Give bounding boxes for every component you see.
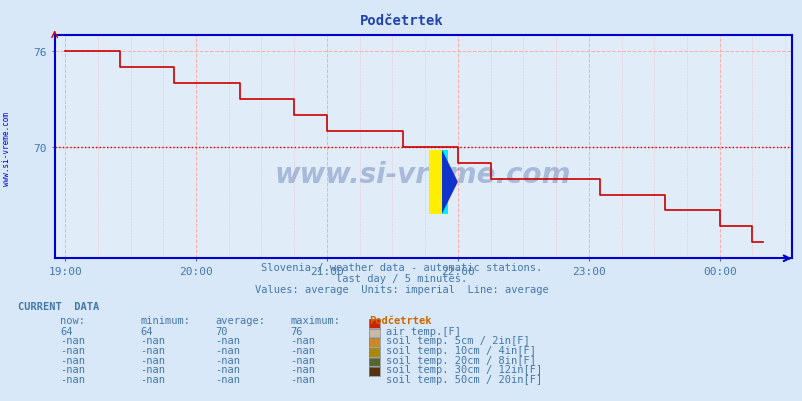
Text: -nan: -nan (290, 336, 315, 346)
Text: maximum:: maximum: (290, 315, 340, 325)
Text: -nan: -nan (215, 355, 240, 365)
Text: -nan: -nan (140, 374, 165, 384)
Text: www.si-vreme.com: www.si-vreme.com (2, 111, 11, 185)
Text: minimum:: minimum: (140, 315, 190, 325)
Text: -nan: -nan (290, 374, 315, 384)
Text: now:: now: (60, 315, 85, 325)
Text: -nan: -nan (290, 345, 315, 355)
Text: -nan: -nan (60, 336, 85, 346)
Text: -nan: -nan (290, 355, 315, 365)
Text: last day / 5 minutes.: last day / 5 minutes. (335, 273, 467, 284)
Text: -nan: -nan (140, 345, 165, 355)
Text: www.si-vreme.com: www.si-vreme.com (274, 160, 571, 188)
Text: Slovenia / weather data - automatic stations.: Slovenia / weather data - automatic stat… (261, 263, 541, 273)
Text: soil temp. 20cm / 8in[F]: soil temp. 20cm / 8in[F] (386, 355, 536, 365)
Text: -nan: -nan (60, 345, 85, 355)
Text: -nan: -nan (290, 365, 315, 375)
Text: soil temp. 30cm / 12in[F]: soil temp. 30cm / 12in[F] (386, 365, 542, 375)
Text: -nan: -nan (140, 355, 165, 365)
Text: -nan: -nan (60, 365, 85, 375)
Polygon shape (441, 150, 457, 214)
Text: soil temp. 10cm / 4in[F]: soil temp. 10cm / 4in[F] (386, 345, 536, 355)
Text: soil temp. 50cm / 20in[F]: soil temp. 50cm / 20in[F] (386, 374, 542, 384)
Text: 64: 64 (60, 326, 73, 336)
Text: Podčetrtek: Podčetrtek (369, 315, 431, 325)
Text: -nan: -nan (140, 336, 165, 346)
Text: -nan: -nan (60, 374, 85, 384)
Bar (428, 150, 441, 214)
Text: air temp.[F]: air temp.[F] (386, 326, 460, 336)
Text: soil temp. 5cm / 2in[F]: soil temp. 5cm / 2in[F] (386, 336, 529, 346)
Text: 70: 70 (215, 326, 228, 336)
Text: -nan: -nan (215, 365, 240, 375)
Text: -nan: -nan (215, 345, 240, 355)
Text: CURRENT  DATA: CURRENT DATA (18, 302, 99, 312)
Text: average:: average: (215, 315, 265, 325)
Text: -nan: -nan (60, 355, 85, 365)
Text: -nan: -nan (215, 336, 240, 346)
Text: Values: average  Units: imperial  Line: average: Values: average Units: imperial Line: av… (254, 284, 548, 294)
Text: 76: 76 (290, 326, 303, 336)
Text: -nan: -nan (215, 374, 240, 384)
Bar (441, 150, 448, 214)
Text: -nan: -nan (140, 365, 165, 375)
Text: 64: 64 (140, 326, 153, 336)
Text: Podčetrtek: Podčetrtek (359, 14, 443, 28)
